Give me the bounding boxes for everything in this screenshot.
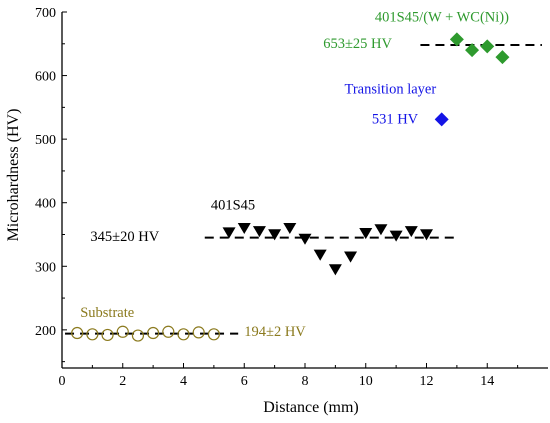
annotation-transition: Transition layer: [344, 81, 436, 97]
x-tick-label: 2: [119, 374, 126, 389]
x-tick-label: 0: [59, 374, 66, 389]
annotation-composite: 653±25 HV: [323, 36, 392, 52]
data-points: [71, 32, 510, 342]
data-point-cladding_401: [374, 224, 388, 236]
data-point-cladding_401: [404, 226, 418, 238]
reference-lines: [65, 44, 542, 335]
axes: 0 2 4 6 8 10 12 14 200 300 400 500 600 700: [35, 6, 548, 389]
y-tick-label: 500: [35, 133, 56, 148]
data-point-substrate: [116, 325, 129, 338]
data-point-cladding_401: [344, 251, 358, 263]
annotation-composite: 401S45/(W + WC(Ni)): [375, 10, 509, 26]
x-tick-label: 4: [180, 374, 187, 389]
data-point-cladding_401: [359, 228, 373, 240]
annotation-cladding_401: 345±20 HV: [90, 229, 159, 245]
data-point-cladding_401: [222, 227, 236, 239]
data-point-substrate: [177, 328, 190, 341]
data-point-composite: [465, 43, 480, 58]
annotations: Substrate 194±2 HV 401S45 345±20 HV Transiti…: [80, 10, 509, 341]
data-point-substrate: [207, 328, 220, 341]
data-point-substrate: [131, 329, 145, 342]
data-point-substrate: [86, 328, 99, 341]
x-axis-label: Distance (mm): [263, 399, 359, 416]
data-point-transition: [434, 112, 449, 127]
data-point-substrate: [71, 326, 84, 340]
y-tick-label: 300: [35, 260, 56, 275]
data-point-cladding_401: [313, 249, 327, 261]
data-point-cladding_401: [420, 229, 433, 241]
annotation-substrate: 194±2 HV: [244, 324, 306, 340]
annotation-cladding_401: 401S45: [211, 198, 255, 214]
annotation-transition: 531 HV: [372, 111, 419, 127]
y-tick-label: 700: [35, 6, 56, 21]
x-tick-label: 12: [420, 374, 434, 389]
x-tick-label: 10: [359, 374, 373, 389]
data-point-composite: [495, 50, 510, 65]
x-tick-label: 6: [241, 374, 248, 389]
data-point-cladding_401: [237, 222, 251, 234]
data-point-substrate: [162, 325, 175, 338]
data-point-composite: [480, 39, 495, 54]
x-tick-label: 8: [302, 374, 309, 389]
data-point-substrate: [147, 326, 160, 340]
data-point-cladding_401: [298, 233, 312, 245]
data-point-cladding_401: [283, 222, 297, 234]
data-point-substrate: [192, 326, 205, 339]
data-point-cladding_401: [268, 229, 282, 241]
data-point-cladding_401: [328, 264, 342, 276]
data-point-cladding_401: [389, 230, 403, 242]
y-axis-label: Microhardness (HV): [5, 109, 22, 242]
x-tick-label: 14: [480, 374, 494, 389]
annotation-substrate: Substrate: [80, 305, 134, 321]
data-point-cladding_401: [252, 226, 266, 238]
y-tick-label: 600: [35, 70, 56, 85]
y-tick-label: 200: [35, 324, 56, 339]
data-point-composite: [449, 32, 464, 47]
y-tick-label: 400: [35, 197, 56, 212]
data-point-substrate: [101, 328, 114, 342]
